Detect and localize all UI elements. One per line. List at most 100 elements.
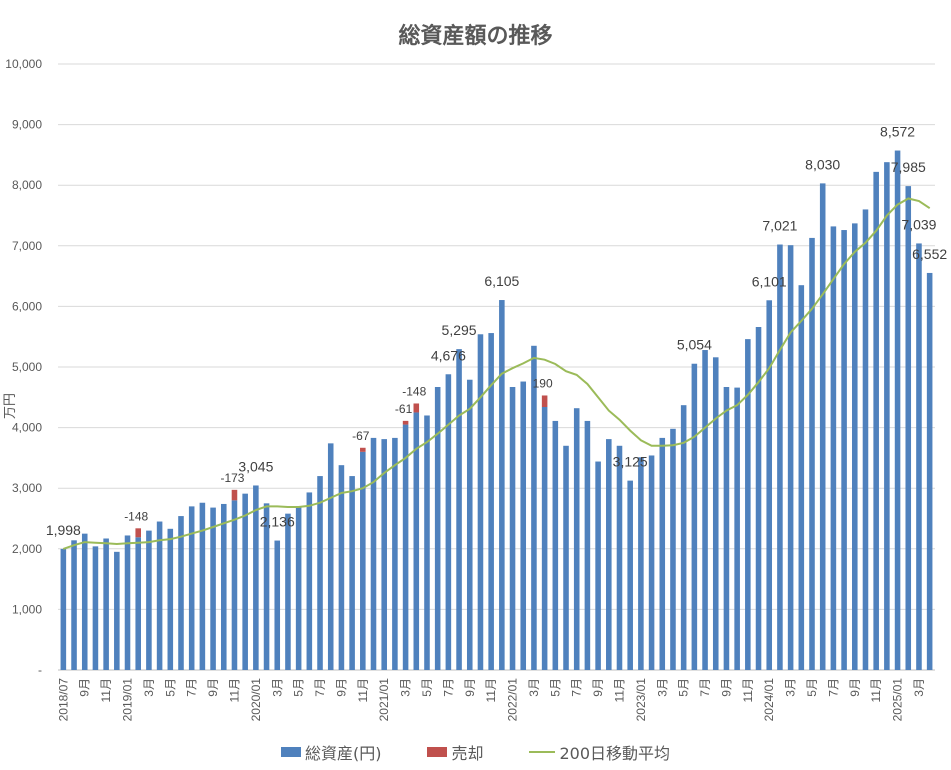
y-tick-label: -	[38, 663, 42, 677]
bar-total-assets	[349, 476, 355, 670]
legend-item-total-assets: 総資産(円)	[280, 740, 381, 764]
x-tick-label: 2024/01	[762, 678, 776, 722]
y-tick-label: 9,000	[12, 118, 42, 132]
x-tick-label: 2021/01	[377, 678, 391, 722]
bar-total-assets	[798, 285, 805, 670]
bar-total-assets	[360, 451, 366, 670]
bar-sale	[135, 528, 141, 538]
bar-total-assets	[71, 540, 77, 670]
bar-total-assets	[135, 537, 141, 670]
bar-total-assets	[862, 209, 869, 670]
bar-total-assets	[638, 457, 644, 670]
data-label: 1,998	[46, 522, 81, 538]
data-label: 7,039	[901, 216, 936, 232]
bar-total-assets	[734, 387, 740, 670]
x-tick-label: 9月	[591, 678, 605, 697]
bar-total-assets	[819, 183, 826, 670]
x-tick-label: 5月	[548, 678, 562, 697]
y-tick-label: 7,000	[12, 239, 42, 253]
sale-label: 190	[533, 376, 553, 390]
y-tick-label: 1,000	[12, 602, 42, 616]
x-tick-label: 7月	[313, 678, 327, 697]
x-tick-label: 3月	[912, 678, 926, 697]
bar-total-assets	[402, 424, 409, 670]
data-label: 8,030	[805, 156, 840, 172]
x-tick-label: 11月	[612, 678, 626, 702]
x-tick-label: 7月	[570, 678, 584, 697]
bar-total-assets	[841, 230, 847, 670]
legend-item-moving-average: 200日移動平均	[529, 740, 670, 764]
sale-label: -148	[402, 384, 426, 398]
x-tick-label: 2020/01	[249, 678, 263, 722]
bar-total-assets	[616, 445, 623, 670]
data-label: 7,985	[891, 159, 926, 175]
bar-total-assets	[766, 300, 773, 670]
x-tick-label: 11月	[484, 678, 498, 702]
bar-total-assets	[445, 374, 452, 670]
data-label: 2,136	[260, 514, 295, 530]
bar-total-assets	[905, 186, 912, 670]
moving-average-line	[62, 197, 931, 550]
bar-total-assets	[830, 226, 837, 670]
bar-total-assets	[199, 502, 206, 670]
y-tick-label: 6,000	[12, 299, 42, 313]
bar-total-assets	[220, 503, 227, 670]
y-tick-label: 8,000	[12, 178, 42, 192]
x-tick-label: 9月	[206, 678, 220, 697]
bar-total-assets	[852, 223, 858, 671]
bar-sale	[402, 420, 409, 425]
bar-total-assets	[712, 357, 719, 670]
x-tick-label: 3月	[142, 678, 156, 697]
bar-total-assets	[210, 507, 216, 670]
bar-total-assets	[573, 408, 580, 670]
bar-total-assets	[787, 245, 794, 670]
y-tick-label: 2,000	[12, 542, 42, 556]
bar-total-assets	[916, 243, 922, 671]
bar-total-assets	[488, 333, 494, 670]
bar-total-assets	[595, 461, 601, 670]
x-tick-label: 5月	[292, 678, 306, 697]
x-tick-label: 9月	[463, 678, 477, 697]
bar-total-assets	[466, 379, 473, 670]
bar-sale	[541, 395, 548, 407]
bar-total-assets	[231, 500, 238, 670]
x-tick-label: 5月	[420, 678, 434, 697]
bar-total-assets	[178, 516, 184, 670]
x-tick-label: 2023/01	[634, 678, 648, 722]
bar-total-assets	[520, 381, 527, 670]
bar-total-assets	[60, 548, 67, 670]
bar-total-assets	[648, 455, 655, 670]
bar-total-assets	[295, 506, 302, 670]
data-label: 3,125	[613, 454, 648, 470]
bar-total-assets	[103, 538, 109, 670]
x-tick-label: 5月	[163, 678, 177, 697]
bar-total-assets	[424, 415, 430, 670]
bar-total-assets	[691, 363, 698, 670]
bar-total-assets	[509, 386, 516, 670]
bar-total-assets	[306, 492, 313, 670]
x-tick-label: 3月	[784, 678, 798, 697]
sale-label: -61	[395, 402, 413, 416]
legend-label-moving-average: 200日移動平均	[559, 744, 671, 763]
y-tick-label: 10,000	[5, 57, 42, 71]
bar-total-assets	[531, 345, 537, 670]
x-tick-label: 7月	[441, 678, 455, 697]
sale-label: -148	[124, 509, 148, 523]
bar-total-assets	[894, 150, 901, 670]
y-tick-label: 4,000	[12, 421, 42, 435]
y-tick-label: 3,000	[12, 481, 42, 495]
data-label: 3,045	[238, 458, 273, 474]
bar-total-assets	[584, 420, 591, 670]
bar-total-assets	[242, 493, 248, 670]
bar-total-assets	[167, 528, 174, 670]
bar-total-assets	[285, 513, 291, 670]
x-tick-label: 7月	[826, 678, 840, 697]
x-tick-label: 2025/01	[891, 678, 905, 722]
bar-total-assets	[755, 327, 762, 670]
bar-total-assets	[156, 521, 163, 670]
bar-total-assets	[659, 437, 666, 670]
data-label: 4,676	[431, 347, 466, 363]
bar-total-assets	[263, 503, 270, 670]
data-label: 6,552	[912, 246, 947, 262]
